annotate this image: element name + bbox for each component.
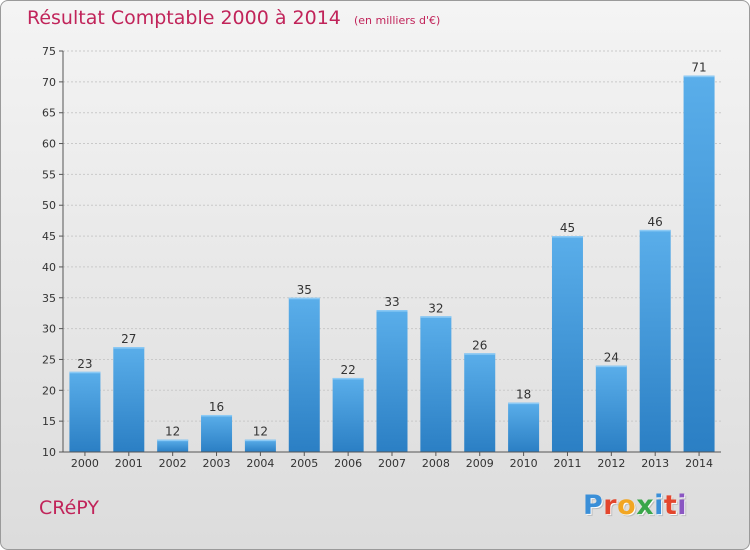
y-tick-label: 45 bbox=[42, 230, 56, 243]
x-tick-label: 2003 bbox=[203, 457, 231, 470]
town-name: CRéPY bbox=[39, 497, 99, 519]
x-tick-label: 2001 bbox=[115, 457, 143, 470]
x-tick-label: 2002 bbox=[159, 457, 187, 470]
bar-value-label: 12 bbox=[253, 425, 268, 439]
x-tick-label: 2013 bbox=[641, 457, 669, 470]
bar bbox=[113, 347, 145, 452]
bar-highlight bbox=[464, 353, 496, 355]
bar-highlight bbox=[288, 297, 320, 300]
x-tick-label: 2000 bbox=[71, 457, 99, 470]
y-tick-label: 70 bbox=[42, 76, 56, 89]
logo-letter: P bbox=[583, 490, 604, 521]
bar bbox=[464, 353, 496, 452]
bar-highlight bbox=[595, 365, 627, 368]
x-tick-label: 2011 bbox=[553, 457, 581, 470]
bar bbox=[332, 377, 364, 452]
bar bbox=[288, 297, 320, 452]
y-tick-label: 60 bbox=[42, 138, 56, 151]
bar-value-label: 23 bbox=[77, 357, 92, 371]
y-tick-label: 50 bbox=[42, 199, 56, 212]
chart-subtitle: (en milliers d'€) bbox=[353, 14, 441, 27]
bar bbox=[639, 229, 671, 452]
x-tick-label: 2007 bbox=[378, 457, 406, 470]
bar bbox=[420, 316, 452, 452]
logo-letter: r bbox=[603, 490, 618, 521]
x-tick-label: 2008 bbox=[422, 457, 450, 470]
bar-value-label: 27 bbox=[121, 332, 136, 346]
x-tick-label: 2014 bbox=[685, 457, 713, 470]
bar-value-label: 71 bbox=[691, 61, 706, 75]
y-tick-label: 65 bbox=[42, 107, 56, 120]
bar bbox=[201, 414, 233, 452]
chart-title: Résultat Comptable 2000 à 2014 bbox=[27, 7, 341, 29]
chart-title-block: Résultat Comptable 2000 à 2014 (en milli… bbox=[27, 7, 440, 29]
bar-highlight bbox=[420, 316, 452, 318]
bar-highlight bbox=[69, 371, 101, 374]
bar bbox=[508, 402, 540, 452]
bar bbox=[376, 310, 408, 452]
bar bbox=[551, 236, 583, 452]
bar-value-label: 24 bbox=[604, 351, 619, 365]
y-tick-label: 30 bbox=[42, 323, 56, 336]
bar-highlight bbox=[508, 402, 540, 405]
bar-highlight bbox=[244, 439, 276, 442]
y-tick-label: 40 bbox=[42, 261, 56, 274]
bar bbox=[69, 371, 101, 452]
bar-value-label: 26 bbox=[472, 338, 487, 352]
bar-value-label: 46 bbox=[648, 215, 663, 229]
bar-value-label: 16 bbox=[209, 400, 224, 414]
bar-value-label: 45 bbox=[560, 221, 575, 235]
x-tick-label: 2009 bbox=[466, 457, 494, 470]
bar-value-label: 18 bbox=[516, 388, 531, 402]
y-tick-label: 55 bbox=[42, 168, 56, 181]
x-tick-label: 2004 bbox=[246, 457, 274, 470]
y-tick-label: 15 bbox=[42, 415, 56, 428]
bar-highlight bbox=[683, 75, 715, 78]
bar-highlight bbox=[157, 439, 189, 442]
x-tick-label: 2010 bbox=[510, 457, 538, 470]
bar-value-label: 35 bbox=[297, 283, 312, 297]
y-tick-label: 20 bbox=[42, 384, 56, 397]
proxiti-logo[interactable]: Proxiti bbox=[583, 490, 687, 521]
bar-highlight bbox=[201, 414, 233, 417]
y-tick-label: 75 bbox=[42, 45, 56, 58]
y-tick-label: 35 bbox=[42, 292, 56, 305]
x-tick-label: 2005 bbox=[290, 457, 318, 470]
x-tick-label: 2012 bbox=[597, 457, 625, 470]
x-tick-label: 2006 bbox=[334, 457, 362, 470]
bar-value-label: 32 bbox=[428, 301, 443, 315]
bar-value-label: 33 bbox=[384, 295, 399, 309]
bar-value-label: 12 bbox=[165, 425, 180, 439]
bar-highlight bbox=[332, 377, 364, 380]
logo-letter: i bbox=[654, 490, 664, 521]
y-tick-label: 10 bbox=[42, 446, 56, 459]
bar bbox=[595, 365, 627, 452]
logo-letter: i bbox=[677, 490, 688, 521]
bar bbox=[244, 439, 276, 452]
logo-letter: o bbox=[617, 490, 637, 521]
logo-letter: x bbox=[636, 490, 655, 521]
bar-value-label: 22 bbox=[340, 363, 355, 377]
bar bbox=[157, 439, 189, 452]
bar-highlight bbox=[113, 347, 145, 349]
bar-highlight bbox=[376, 310, 408, 312]
bar-highlight bbox=[639, 229, 671, 232]
logo-letter: t bbox=[663, 490, 678, 521]
y-tick-label: 25 bbox=[42, 353, 56, 366]
bar bbox=[683, 75, 715, 452]
bar-highlight bbox=[551, 236, 583, 238]
